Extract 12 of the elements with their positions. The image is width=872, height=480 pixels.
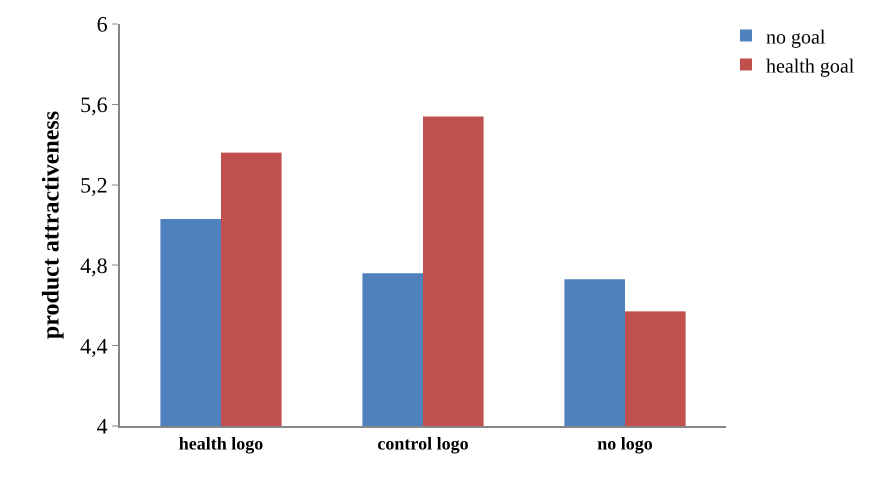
y-tick-label: 4,8 xyxy=(80,252,108,278)
y-axis-title: product attractiveness xyxy=(38,110,65,340)
y-tick-label: 6 xyxy=(96,12,108,37)
y-tick-label: 5,6 xyxy=(80,92,108,118)
x-tick-label: health logo xyxy=(178,434,264,454)
legend-label: no goal xyxy=(766,26,826,48)
x-tick-label: control logo xyxy=(377,434,469,454)
y-tick-label: 4 xyxy=(96,414,108,439)
y-tick-label: 5,2 xyxy=(80,172,108,198)
legend-label: health goal xyxy=(766,55,855,78)
y-tick-label: 4,4 xyxy=(80,333,108,358)
x-tick-label: no logo xyxy=(597,434,653,454)
